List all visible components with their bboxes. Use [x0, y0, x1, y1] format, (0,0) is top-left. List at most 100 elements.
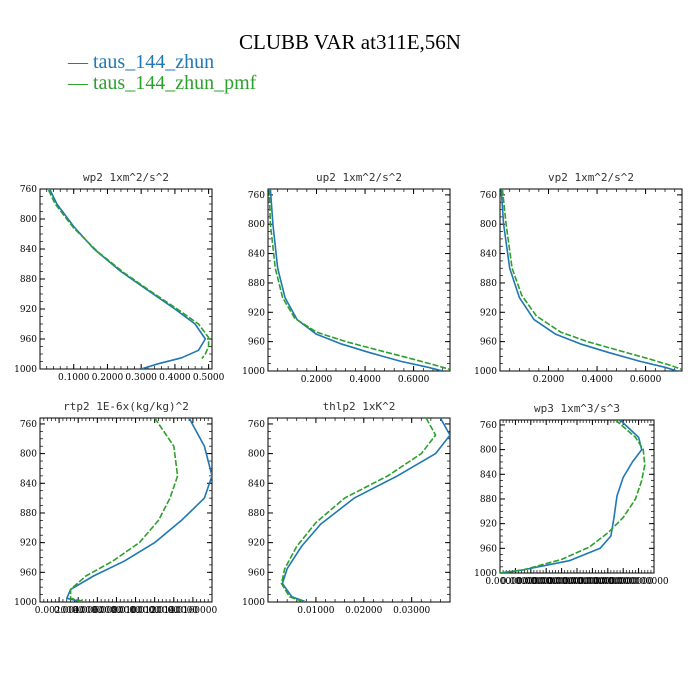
y-tick-label: 840 [20, 245, 37, 255]
series-line-zhun [66, 418, 212, 602]
y-tick-label: 1000 [14, 598, 37, 608]
y-tick-label: 800 [20, 450, 37, 460]
x-tick-label: 0.000000000 [516, 577, 576, 587]
y-tick-label: 840 [480, 250, 497, 260]
panel-4: rtp2 1E-6x(kg/kg)^2 760 800 840 880 920 960 100… [14, 400, 217, 616]
series-line-zhun-pmf [47, 189, 210, 359]
x-tick-label: 0.2000 [533, 375, 565, 385]
y-tick-label: 960 [480, 544, 497, 554]
y-tick-label: 920 [248, 308, 265, 318]
x-tick-label: 0.02000 [345, 606, 382, 616]
y-tick-label: 840 [248, 479, 265, 489]
x-tick-label: 0.0140000 [149, 606, 198, 616]
plot-frame [499, 188, 683, 372]
series-line-zhun [48, 189, 207, 369]
x-tick-label: 0.000000000 [547, 577, 607, 587]
x-tick-label: 0.4000 [159, 373, 191, 383]
x-tick-label: 0.000000000 [501, 577, 561, 587]
panel-title: vp2 1xm^2/s^2 [548, 171, 634, 184]
x-tick-label: 0.1000 [58, 373, 90, 383]
x-tick-label: 0.3000 [125, 373, 157, 383]
y-tick-label: 800 [248, 220, 265, 230]
y-tick-label: 1000 [474, 569, 497, 579]
series-line-zhun-pmf [69, 418, 179, 602]
x-tick-label: 0.000000000 [562, 577, 622, 587]
series-line-zhun-pmf [268, 189, 450, 371]
y-tick-label: 960 [248, 338, 265, 348]
y-tick-label: 880 [480, 279, 497, 289]
y-tick-label: 1000 [474, 367, 497, 377]
y-tick-label: 880 [480, 495, 497, 505]
plot-frame [267, 188, 451, 372]
series-line-zhun [269, 189, 443, 371]
x-tick-label: 0.0060000 [73, 606, 122, 616]
y-tick-label: 960 [20, 335, 37, 345]
y-tick-label: 960 [20, 568, 37, 578]
x-tick-label: 0.0160000 [169, 606, 218, 616]
y-tick-label: 760 [248, 191, 265, 201]
y-tick-label: 880 [248, 279, 265, 289]
plot-frame [267, 417, 451, 603]
x-tick-label: 0.000000000 [593, 577, 653, 587]
panel-5: thlp2 1xK^2 760 800 840 880 920 960 1000 0.01000… [242, 400, 451, 616]
x-tick-label: 0.000000000 [578, 577, 638, 587]
x-tick-label: 0.0100000 [111, 606, 160, 616]
x-tick-label: 0.4000 [581, 375, 613, 385]
x-tick-label: 0.2000 [301, 375, 333, 385]
x-tick-label: 0.5000 [193, 373, 225, 383]
series-line-zhun-pmf [500, 420, 646, 573]
series-line-zhun [500, 420, 643, 573]
y-tick-label: 1000 [14, 365, 37, 375]
x-tick-label: 0.4000 [349, 375, 381, 385]
y-tick-label: 800 [480, 446, 497, 456]
y-tick-label: 920 [248, 539, 265, 549]
series-line-zhun [281, 418, 450, 602]
chart-title: CLUBB VAR at311E,56N [239, 30, 461, 54]
y-tick-label: 880 [20, 509, 37, 519]
panel-title: thlp2 1xK^2 [323, 400, 396, 413]
panel-title: up2 1xm^2/s^2 [316, 171, 402, 184]
panel-2: up2 1xm^2/s^2 760 800 840 880 920 960 1000 0.200… [242, 171, 451, 385]
y-tick-label: 760 [248, 420, 265, 430]
panel-title: rtp2 1E-6x(kg/kg)^2 [63, 400, 189, 413]
y-tick-label: 760 [480, 421, 497, 431]
legend-item-1: — taus_144_zhun [68, 51, 215, 73]
x-tick-label: 0.2000 [92, 373, 124, 383]
y-tick-label: 840 [248, 250, 265, 260]
y-tick-label: 920 [480, 520, 497, 530]
x-tick-label: 0.0120000 [130, 606, 179, 616]
y-tick-label: 1000 [242, 598, 265, 608]
y-tick-label: 800 [20, 215, 37, 225]
x-tick-label: 0.000000000 [609, 577, 669, 587]
panel-3: vp2 1xm^2/s^2 760 800 840 880 920 960 1000 0.200… [474, 171, 683, 385]
y-tick-label: 920 [480, 308, 497, 318]
legend-item-2: — taus_144_zhun_pmf [68, 72, 257, 94]
x-tick-label: 0.000000000 [532, 577, 592, 587]
y-tick-label: 920 [20, 305, 37, 315]
panel-title: wp2 1xm^2/s^2 [83, 171, 169, 184]
y-tick-label: 800 [480, 220, 497, 230]
x-tick-label: 0.03000 [393, 606, 430, 616]
series-line-zhun-pmf [501, 189, 682, 371]
y-tick-label: 760 [20, 420, 37, 430]
x-tick-label: 0.0020000 [35, 606, 84, 616]
plot-frame [499, 419, 655, 574]
y-tick-label: 960 [248, 568, 265, 578]
panel-6: wp3 1xm^3/s^376080084088092096010000.000… [474, 402, 669, 587]
x-tick-label: 0.01000 [297, 606, 334, 616]
x-tick-label: 0.0080000 [92, 606, 141, 616]
x-tick-label: 0.6000 [398, 375, 430, 385]
plot-frame [39, 417, 213, 603]
y-tick-label: 760 [480, 191, 497, 201]
y-tick-label: 840 [480, 470, 497, 480]
x-tick-label: 0.0040000 [54, 606, 103, 616]
y-tick-label: 920 [20, 539, 37, 549]
x-tick-label: 0.6000 [630, 375, 662, 385]
panel-1: wp2 1xm^2/s^2 760 800 840 880 920 960 1000 0.100… [14, 171, 225, 383]
series-line-zhun [500, 189, 678, 371]
y-tick-label: 760 [20, 185, 37, 195]
y-tick-label: 840 [20, 479, 37, 489]
y-tick-label: 1000 [242, 367, 265, 377]
y-tick-label: 800 [248, 450, 265, 460]
